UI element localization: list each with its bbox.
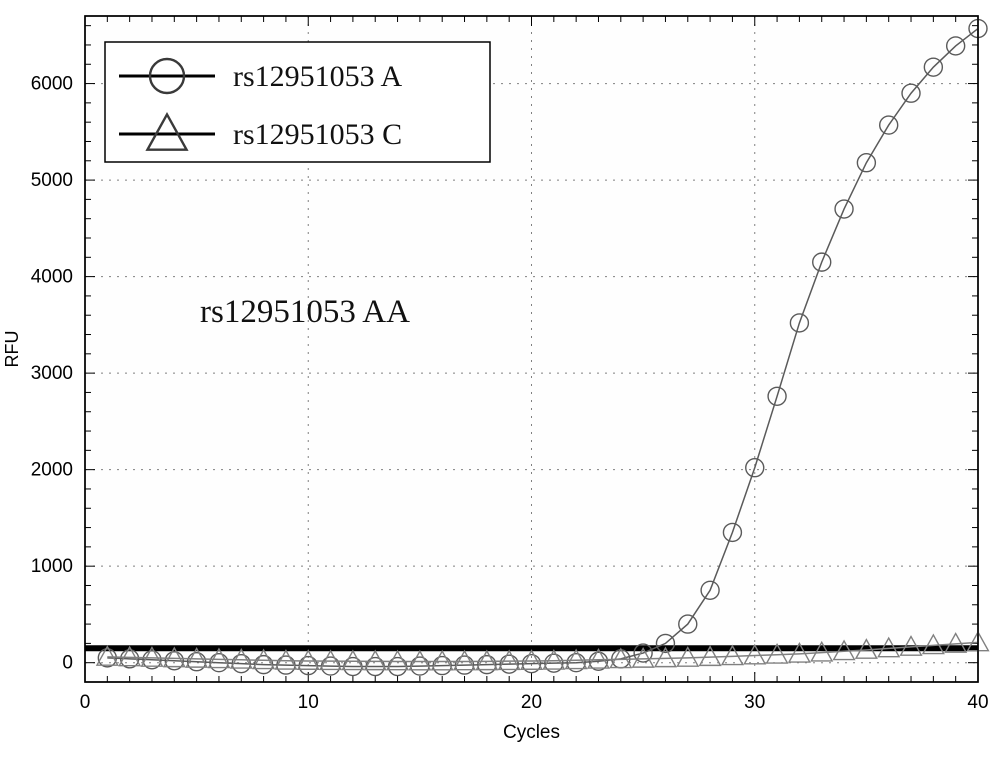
svg-text:RFU: RFU [2, 331, 22, 368]
legend: rs12951053 A rs12951053 C [105, 42, 490, 162]
svg-text:0: 0 [62, 653, 73, 674]
svg-text:0: 0 [80, 692, 91, 713]
qpcr-chart: 0 10 20 30 40 0 1000 2000 3000 4000 5000 6000 Cycles… [0, 0, 1000, 776]
svg-text:3000: 3000 [31, 363, 73, 384]
svg-text:10: 10 [298, 692, 319, 713]
svg-text:30: 30 [744, 692, 765, 713]
svg-text:5000: 5000 [31, 170, 73, 191]
svg-text:40: 40 [967, 692, 988, 713]
svg-text:Cycles: Cycles [503, 722, 560, 743]
svg-text:20: 20 [521, 692, 542, 713]
annotation-text: rs12951053 AA [200, 294, 410, 330]
svg-text:4000: 4000 [31, 267, 73, 288]
svg-text:rs12951053 C: rs12951053 C [233, 118, 402, 151]
svg-text:2000: 2000 [31, 460, 73, 481]
svg-text:rs12951053 A: rs12951053 A [233, 60, 403, 93]
svg-text:6000: 6000 [31, 74, 73, 95]
svg-text:1000: 1000 [31, 556, 73, 577]
